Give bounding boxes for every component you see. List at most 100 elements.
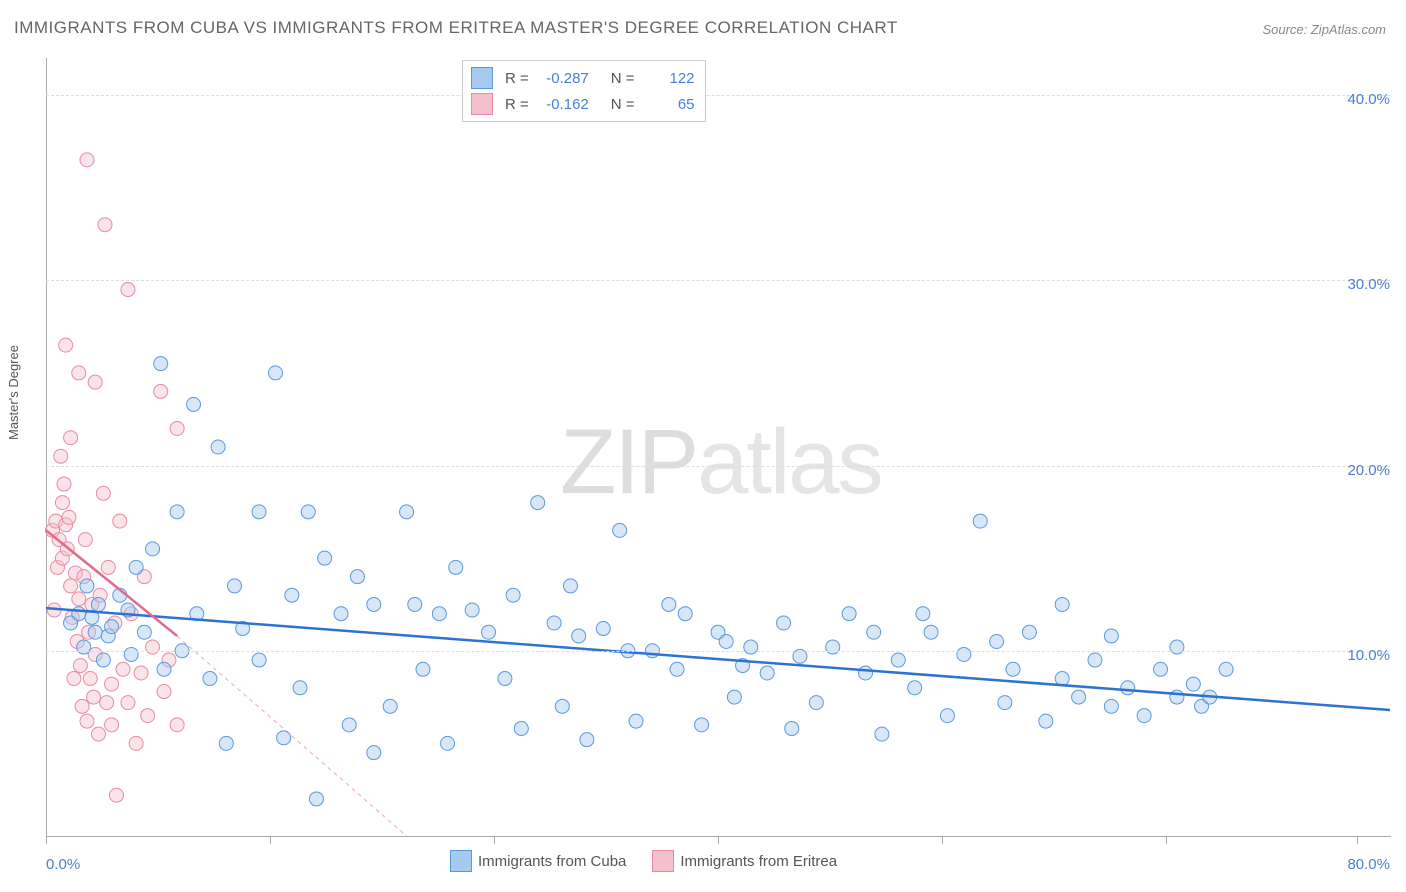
x-tick <box>270 836 271 844</box>
data-point <box>1121 681 1135 695</box>
data-point <box>105 677 119 691</box>
data-point <box>596 622 610 636</box>
data-point <box>1170 690 1184 704</box>
data-point <box>83 672 97 686</box>
swatch-cuba <box>471 67 493 89</box>
data-point <box>1104 629 1118 643</box>
data-point <box>57 477 71 491</box>
r-label: R = <box>505 70 529 87</box>
x-tick-label: 0.0% <box>46 856 80 873</box>
data-point <box>432 607 446 621</box>
swatch-eritrea <box>471 93 493 115</box>
data-point <box>400 505 414 519</box>
data-point <box>973 514 987 528</box>
trend-line-cuba <box>46 608 1390 710</box>
data-point <box>580 733 594 747</box>
y-tick-label: 30.0% <box>1347 276 1390 293</box>
data-point <box>727 690 741 704</box>
data-point <box>91 727 105 741</box>
data-point <box>875 727 889 741</box>
data-point <box>416 662 430 676</box>
data-point <box>96 486 110 500</box>
data-point <box>842 607 856 621</box>
y-tick-label: 10.0% <box>1347 647 1390 664</box>
n-value-eritrea: 65 <box>647 96 695 113</box>
data-point <box>67 672 81 686</box>
n-value-cuba: 122 <box>647 70 695 87</box>
data-point <box>59 338 73 352</box>
data-point <box>80 579 94 593</box>
data-point <box>531 496 545 510</box>
data-point <box>367 597 381 611</box>
data-point <box>465 603 479 617</box>
n-label: N = <box>611 96 635 113</box>
trend-line-eritrea-dash <box>177 636 406 836</box>
data-point <box>342 718 356 732</box>
data-point <box>121 283 135 297</box>
data-point <box>105 620 119 634</box>
r-value-eritrea: -0.162 <box>541 96 589 113</box>
data-point <box>88 625 102 639</box>
data-point <box>449 560 463 574</box>
data-point <box>80 714 94 728</box>
r-value-cuba: -0.287 <box>541 70 589 87</box>
data-point <box>154 384 168 398</box>
data-point <box>80 153 94 167</box>
data-point <box>268 366 282 380</box>
data-point <box>1055 672 1069 686</box>
data-point <box>72 592 86 606</box>
data-point <box>62 510 76 524</box>
data-point <box>555 699 569 713</box>
data-point <box>211 440 225 454</box>
data-point <box>293 681 307 695</box>
data-point <box>1039 714 1053 728</box>
data-point <box>54 449 68 463</box>
data-point <box>563 579 577 593</box>
legend-swatch <box>652 850 674 872</box>
data-point <box>613 523 627 537</box>
gridline-h <box>46 95 1390 96</box>
data-point <box>301 505 315 519</box>
data-point <box>940 709 954 723</box>
data-point <box>170 421 184 435</box>
data-point <box>109 788 123 802</box>
x-tick <box>942 836 943 844</box>
x-tick <box>1357 836 1358 844</box>
data-point <box>73 659 87 673</box>
data-point <box>137 625 151 639</box>
data-point <box>1186 677 1200 691</box>
data-point <box>170 505 184 519</box>
data-point <box>72 607 86 621</box>
data-point <box>72 366 86 380</box>
gridline-h <box>46 651 1390 652</box>
data-point <box>105 718 119 732</box>
data-point <box>77 640 91 654</box>
data-point <box>64 579 78 593</box>
data-point <box>916 607 930 621</box>
y-tick-label: 20.0% <box>1347 462 1390 479</box>
data-point <box>1137 709 1151 723</box>
data-point <box>744 640 758 654</box>
data-point <box>146 542 160 556</box>
data-point <box>506 588 520 602</box>
y-axis-label: Master's Degree <box>6 345 21 440</box>
n-label: N = <box>611 70 635 87</box>
legend-row-eritrea: R = -0.162 N = 65 <box>471 91 695 117</box>
x-tick <box>46 836 47 844</box>
data-point <box>1088 653 1102 667</box>
data-point <box>891 653 905 667</box>
data-point <box>334 607 348 621</box>
data-point <box>96 653 110 667</box>
data-point <box>157 685 171 699</box>
r-label: R = <box>505 96 529 113</box>
x-tick-label: 80.0% <box>1347 856 1390 873</box>
data-point <box>227 579 241 593</box>
x-tick <box>1166 836 1167 844</box>
legend-swatch <box>450 850 472 872</box>
data-point <box>662 597 676 611</box>
data-point <box>203 672 217 686</box>
data-point <box>285 588 299 602</box>
data-point <box>777 616 791 630</box>
data-point <box>154 357 168 371</box>
x-tick <box>718 836 719 844</box>
